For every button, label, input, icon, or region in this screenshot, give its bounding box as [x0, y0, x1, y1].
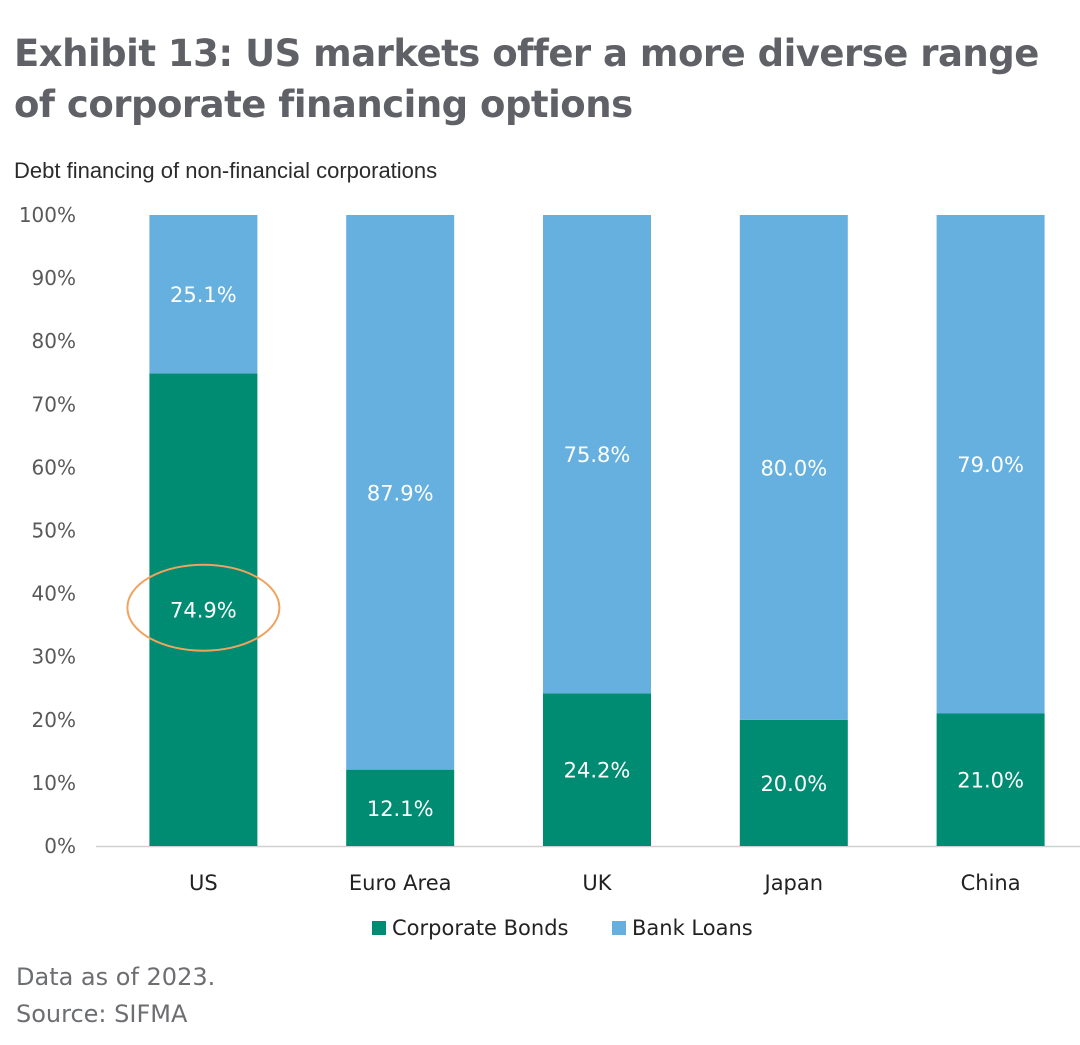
y-tick-label: 10%: [32, 771, 76, 795]
y-tick-label: 30%: [32, 645, 76, 669]
bar-corporate-bonds-china: [936, 713, 1045, 846]
bar-bank-loans-uk: [543, 215, 651, 694]
highlight-ellipse: [126, 563, 281, 652]
data-label: 80.0%: [760, 456, 827, 480]
y-tick-label: 0%: [44, 834, 76, 858]
y-tick-label: 70%: [32, 392, 76, 416]
x-tick-label: UK: [582, 871, 612, 895]
y-tick-label: 20%: [32, 708, 76, 732]
y-tick-label: 50%: [32, 519, 76, 543]
data-label: 25.1%: [170, 283, 237, 307]
data-label: 79.0%: [957, 453, 1024, 477]
chart-title: Exhibit 13: US markets offer a more dive…: [14, 32, 1039, 126]
x-tick-label: Japan: [763, 871, 824, 895]
bar-corporate-bonds-japan: [739, 719, 848, 846]
bar-bank-loans-us: [149, 215, 258, 374]
data-date-note: Data as of 2023.: [16, 963, 216, 991]
y-tick-label: 80%: [32, 329, 76, 353]
legend-swatch: [612, 921, 626, 935]
y-tick-label: 40%: [32, 582, 76, 606]
data-label: 21.0%: [957, 769, 1024, 793]
bar-bank-loans-china: [936, 215, 1045, 714]
bar-corporate-bonds-uk: [543, 693, 651, 846]
y-tick-label: 90%: [32, 266, 76, 290]
legend-label: Corporate Bonds: [392, 916, 569, 940]
bar-bank-loans-japan: [739, 215, 848, 720]
bar-corporate-bonds-euro-area: [346, 769, 455, 846]
data-label: 74.9%: [170, 599, 237, 623]
y-tick-label: 60%: [32, 455, 76, 479]
data-label: 75.8%: [564, 443, 631, 467]
stacked-bar-chart: 0% 10% 20% 30% 40% 50% 60% 70% 80% 90% 100% 74.9% 25…: [19, 203, 1080, 940]
chart-subtitle: Debt financing of non-financial corporat…: [14, 158, 438, 183]
data-label: 87.9%: [367, 481, 434, 505]
data-label: 12.1%: [367, 797, 434, 821]
bar-corporate-bonds-us: [149, 373, 258, 846]
source-note: Source: SIFMA: [16, 1000, 188, 1028]
data-label: 20.0%: [760, 772, 827, 796]
legend-label: Bank Loans: [632, 916, 753, 940]
y-tick-label: 100%: [19, 203, 76, 227]
x-tick-label: China: [961, 871, 1021, 895]
data-label: 24.2%: [564, 759, 631, 783]
x-tick-label: US: [189, 871, 218, 895]
bar-bank-loans-euro-area: [346, 215, 455, 770]
x-tick-label: Euro Area: [349, 871, 452, 895]
legend-swatch: [372, 921, 386, 935]
